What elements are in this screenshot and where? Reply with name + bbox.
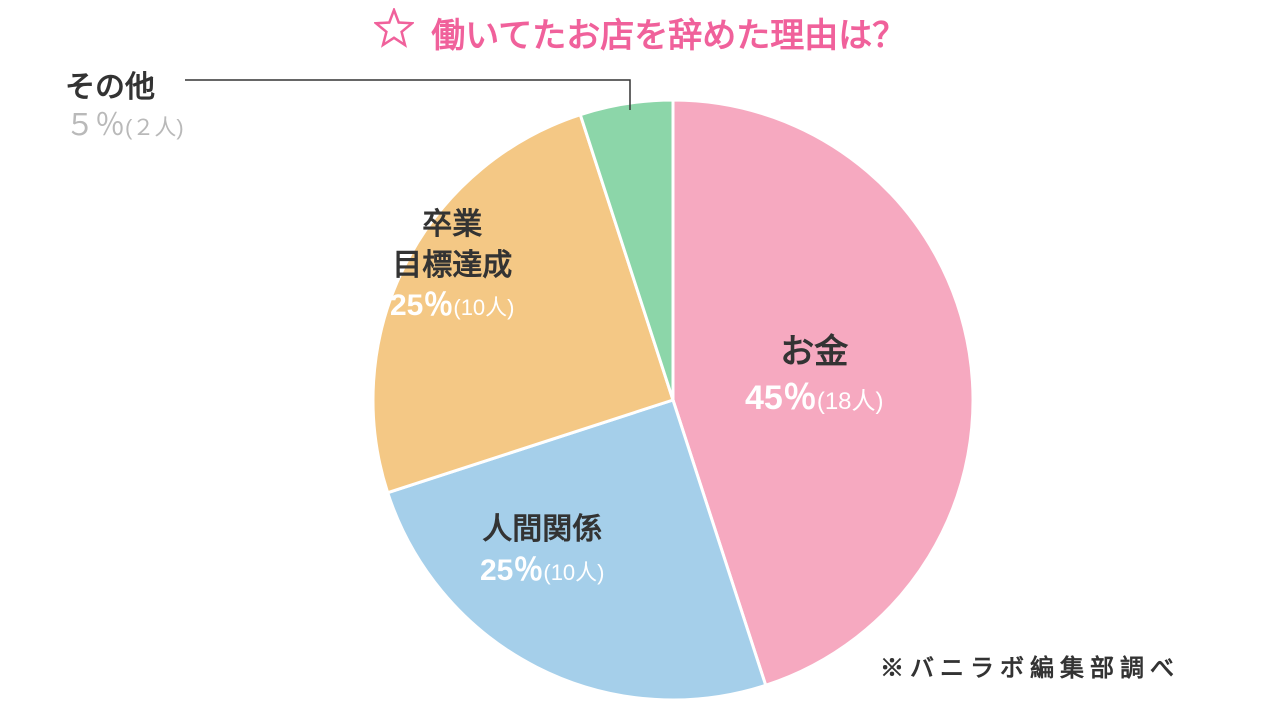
slice-money-percent: 45％ bbox=[745, 379, 817, 417]
source-note: ※バニラボ編集部調べ bbox=[880, 648, 1180, 683]
star-icon bbox=[374, 8, 414, 57]
callout-other-percent: ５％ bbox=[65, 109, 125, 142]
slice-relationships-percent: 25％ bbox=[480, 554, 543, 587]
slice-money-count: (18人) bbox=[817, 388, 884, 415]
slice-graduation-line1: 卒業 bbox=[390, 205, 515, 246]
slice-graduation-percent: 25％ bbox=[390, 289, 453, 322]
slice-label-money: お金 45％(18人) bbox=[745, 330, 884, 422]
pie-chart bbox=[370, 97, 976, 703]
slice-money-line1: お金 bbox=[745, 330, 884, 376]
slice-relationships-line1: 人間関係 bbox=[480, 510, 605, 551]
slice-graduation-count: (10人) bbox=[453, 295, 514, 320]
chart-title: 働いてたお店を辞めた理由は？ bbox=[0, 8, 1280, 57]
callout-other-count: (２人) bbox=[125, 115, 184, 140]
slice-graduation-line2: 目標達成 bbox=[390, 246, 515, 287]
chart-title-text: 働いてたお店を辞めた理由は？ bbox=[431, 8, 906, 57]
slice-label-graduation: 卒業 目標達成 25％(10人) bbox=[390, 205, 515, 327]
slice-label-relationships: 人間関係 25％(10人) bbox=[480, 510, 605, 591]
callout-other-value: ５％(２人) bbox=[65, 100, 184, 144]
slice-relationships-count: (10人) bbox=[543, 560, 604, 585]
